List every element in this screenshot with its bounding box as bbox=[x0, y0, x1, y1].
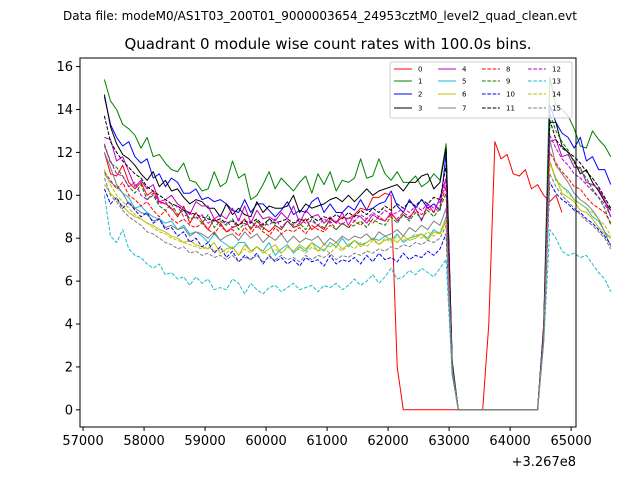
legend-label-3: 3 bbox=[418, 105, 422, 113]
x-tick-label: 63000 bbox=[428, 434, 469, 449]
y-tick-label: 14 bbox=[56, 103, 73, 118]
legend-label-12: 12 bbox=[552, 66, 561, 74]
y-tick-label: 16 bbox=[56, 60, 73, 75]
y-tick-label: 10 bbox=[56, 189, 73, 204]
series-line-7 bbox=[103, 139, 612, 411]
x-tick-label: 58000 bbox=[123, 434, 164, 449]
legend-label-1: 1 bbox=[418, 78, 422, 86]
legend-label-9: 9 bbox=[506, 78, 510, 86]
y-axis: 0 2 4 6 8 10 12 14 16 bbox=[56, 60, 80, 418]
legend-label-5: 5 bbox=[462, 78, 466, 86]
series-line-12 bbox=[103, 134, 612, 411]
legend-label-14: 14 bbox=[552, 91, 561, 99]
legend-label-0: 0 bbox=[418, 66, 422, 74]
series-line-2 bbox=[103, 96, 612, 411]
x-offset-label: +3.267e8 bbox=[512, 455, 576, 470]
legend-label-8: 8 bbox=[506, 66, 510, 74]
series-line-8 bbox=[103, 151, 612, 411]
x-axis: 57000 58000 59000 60000 61000 62000 63000 64000… bbox=[62, 427, 592, 449]
legend-label-6: 6 bbox=[462, 91, 467, 99]
series-line-11 bbox=[103, 115, 612, 411]
data-file-suptitle: Data file: modeM0/AS1T03_200T01_90000036… bbox=[63, 9, 577, 23]
y-tick-label: 2 bbox=[65, 360, 73, 375]
x-tick-label: 60000 bbox=[245, 434, 286, 449]
y-tick-label: 6 bbox=[65, 275, 73, 290]
legend-label-13: 13 bbox=[552, 78, 561, 86]
x-tick-label: 59000 bbox=[184, 434, 225, 449]
series-line-3 bbox=[103, 94, 612, 411]
legend-label-2: 2 bbox=[418, 91, 422, 99]
x-tick-label: 65000 bbox=[550, 434, 591, 449]
series-line-9 bbox=[103, 113, 612, 411]
chart-title: Quadrant 0 module wise count rates with … bbox=[124, 35, 531, 53]
series-line-15 bbox=[103, 173, 612, 411]
legend-box bbox=[389, 61, 573, 119]
y-tick-label: 12 bbox=[56, 146, 73, 161]
x-tick-label: 62000 bbox=[367, 434, 408, 449]
axes-frame bbox=[79, 57, 577, 428]
series-line-10 bbox=[103, 181, 612, 411]
x-tick-label: 64000 bbox=[489, 434, 530, 449]
y-tick-label: 8 bbox=[65, 232, 73, 247]
legend-label-4: 4 bbox=[462, 66, 467, 74]
series-line-6 bbox=[103, 162, 612, 411]
y-tick-label: 4 bbox=[65, 318, 73, 333]
legend-label-11: 11 bbox=[506, 105, 515, 113]
y-tick-label: 0 bbox=[65, 403, 73, 418]
x-tick-label: 57000 bbox=[62, 434, 103, 449]
x-tick-label: 61000 bbox=[306, 434, 347, 449]
legend-label-15: 15 bbox=[552, 105, 561, 113]
legend-label-10: 10 bbox=[506, 91, 515, 99]
series-line-4 bbox=[104, 136, 612, 411]
plot-series-group bbox=[103, 76, 612, 411]
legend-label-7: 7 bbox=[462, 105, 466, 113]
